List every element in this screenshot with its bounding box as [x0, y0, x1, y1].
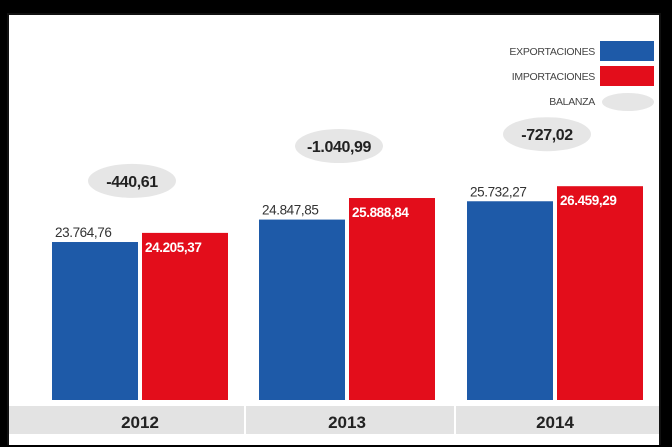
chart-frame: 23.764,76 24.205,37 -440,61 2012 24.847,85 25…: [7, 13, 661, 445]
label-importaciones-2014: 26.459,29: [560, 193, 616, 208]
label-exportaciones-2014: 25.732,27: [470, 184, 526, 199]
label-balanza-2014: -727,02: [521, 127, 573, 144]
category-label-2012: 2012: [121, 413, 159, 432]
bubble-balanza-2012: [88, 163, 176, 198]
bar-exportaciones-2013: [259, 219, 345, 400]
label-balanza-2013: -1.040,99: [307, 139, 372, 156]
bar-importaciones-2013: [349, 198, 435, 400]
label-balanza-2012: -440,61: [106, 174, 158, 191]
label-exportaciones-2013: 24.847,85: [262, 203, 318, 218]
legend-label-exportaciones: EXPORTACIONES: [509, 46, 595, 58]
label-importaciones-2012: 24.205,37: [145, 240, 201, 255]
bubble-balanza-2013: [295, 129, 383, 164]
legend-label-balanza: BALANZA: [549, 96, 595, 108]
bubble-balanza-2014: [503, 117, 591, 152]
bar-exportaciones-2012: [52, 242, 138, 400]
category-label-2013: 2013: [328, 413, 366, 432]
legend-label-importaciones: IMPORTACIONES: [512, 71, 596, 83]
legend-swatch-exportaciones: [600, 41, 654, 61]
bar-importaciones-2012: [142, 232, 228, 400]
label-importaciones-2013: 25.888,84: [352, 205, 409, 220]
category-band: [9, 406, 659, 434]
legend-swatch-importaciones: [600, 66, 654, 86]
balance-chart: 23.764,76 24.205,37 -440,61 2012 24.847,85 25…: [9, 41, 659, 434]
label-exportaciones-2012: 23.764,76: [55, 225, 111, 240]
bar-exportaciones-2014: [467, 201, 553, 400]
bar-importaciones-2014: [557, 186, 643, 400]
category-label-2014: 2014: [536, 413, 574, 432]
legend-swatch-balanza: [602, 93, 654, 111]
